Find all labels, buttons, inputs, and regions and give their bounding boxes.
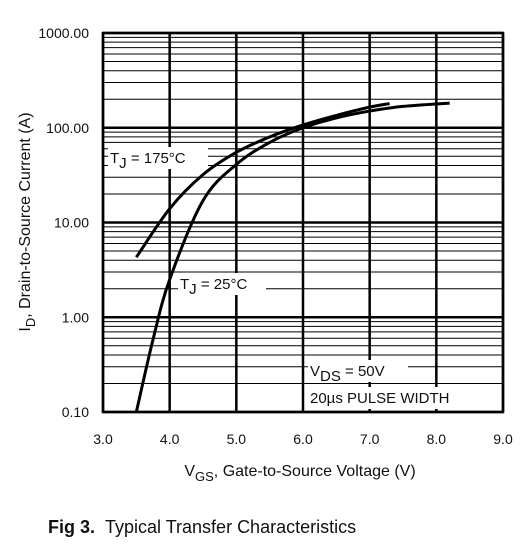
annotation-main: T	[180, 276, 189, 293]
annotation-bg	[178, 273, 266, 295]
curves	[134, 101, 450, 413]
annotation-main: V	[310, 363, 320, 380]
x-tick-label: 9.0	[493, 431, 513, 447]
annotation: TJ = 25°C	[180, 276, 247, 298]
y-label-main: I	[17, 327, 34, 331]
annotation-bg	[308, 360, 408, 382]
x-tick-label: 7.0	[360, 431, 380, 447]
plot-frame	[101, 31, 505, 414]
annotation-rest: = 50V	[341, 363, 385, 380]
x-tick-label: 5.0	[227, 431, 247, 447]
annotation: 20µs PULSE WIDTH	[310, 390, 450, 407]
annotation-sub: J	[189, 281, 197, 298]
annotation: VDS = 50V	[310, 363, 385, 385]
x-tick-label: 8.0	[427, 431, 447, 447]
annotation: TJ = 175°C	[110, 150, 186, 172]
x-axis-label: VGS, Gate-to-Source Voltage (V)	[184, 463, 415, 484]
y-tick-label: 100.00	[46, 120, 89, 136]
annotation-bg	[308, 387, 486, 409]
annotation-rest: = 25°C	[197, 276, 248, 293]
y-tick-label: 0.10	[62, 404, 89, 420]
x-tick-label: 6.0	[293, 431, 313, 447]
y-label-sub: D	[23, 318, 38, 327]
labels: 0.10 1.00 10.00 100.00 1000.00 3.0 4.0 5.0 6.0 7.…	[38, 25, 513, 447]
y-tick-label: 1000.00	[38, 25, 89, 41]
grid	[101, 31, 505, 414]
x-tick-label: 4.0	[160, 431, 180, 447]
annotation-main: T	[110, 150, 119, 167]
y-axis-label: ID, Drain-to-Source Current (A)	[17, 112, 38, 331]
x-tick-label: 3.0	[93, 431, 113, 447]
caption-text: Typical Transfer Characteristics	[105, 517, 356, 537]
curve	[134, 101, 450, 413]
annotation-rest: = 175°C	[127, 150, 186, 167]
caption: Fig 3. Typical Transfer Characteristics	[48, 517, 356, 537]
annotation-sub: DS	[320, 368, 341, 385]
y-label-rest: , Drain-to-Source Current (A)	[17, 112, 34, 317]
annotation-bg	[108, 147, 208, 169]
caption-bold: Fig 3.	[48, 517, 95, 537]
x-label-rest: , Gate-to-Source Voltage (V)	[214, 463, 416, 480]
x-label-main: V	[184, 463, 195, 480]
curve	[135, 102, 390, 259]
y-tick-label: 1.00	[62, 309, 89, 325]
y-tick-label: 10.00	[54, 215, 89, 231]
annotation-sub: J	[119, 155, 127, 172]
x-label-sub: GS	[195, 469, 214, 484]
